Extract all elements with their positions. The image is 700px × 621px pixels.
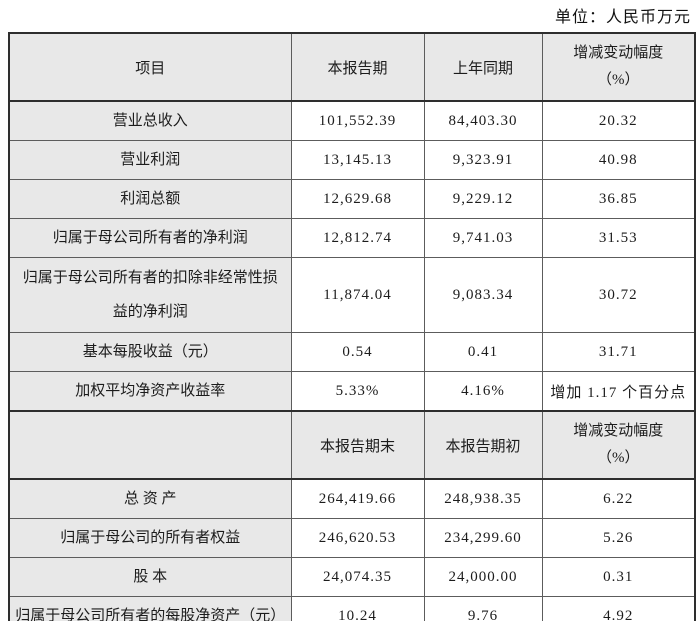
row-label: 总 资 产 [8,478,292,519]
header-current-period: 本报告期 [290,32,425,102]
table-row: 总 资 产 264,419.66 248,938.35 6.22 [8,478,696,519]
header-prior-period: 上年同期 [423,32,543,102]
current-period-value: 5.33% [290,371,425,412]
period-end-value: 10.24 [290,596,425,621]
current-period-value: 12,812.74 [290,218,425,258]
unit-label: 单位：人民币万元 [554,9,691,26]
current-period-value: 101,552.39 [290,100,425,141]
prior-period-value: 0.41 [423,332,543,372]
financial-summary-table: 项目 本报告期 上年同期 增减变动幅度 （%） 营业总收入 101,552.39… [8,32,696,621]
change-percent-value: 30.72 [541,257,696,333]
row-label: 归属于母公司所有者的扣除非经常性损 益的净利润 [8,257,292,333]
current-period-value: 13,145.13 [290,140,425,180]
table-row: 归属于母公司所有者的净利润 12,812.74 9,741.03 31.53 [8,218,696,258]
period-header-row: 项目 本报告期 上年同期 增减变动幅度 （%） [8,32,696,102]
table-row: 加权平均净资产收益率 5.33% 4.16% 增加 1.17 个百分点 [8,371,696,412]
prior-period-value: 4.16% [423,371,543,412]
change-percent-value: 5.26 [541,518,696,558]
period-end-value: 246,620.53 [290,518,425,558]
table-row: 归属于母公司的所有者权益 246,620.53 234,299.60 5.26 [8,518,696,558]
table-row: 营业利润 13,145.13 9,323.91 40.98 [8,140,696,180]
period-end-value: 264,419.66 [290,478,425,519]
prior-period-value: 9,741.03 [423,218,543,258]
prior-period-value: 9,323.91 [423,140,543,180]
prior-period-value: 9,229.12 [423,179,543,219]
header-change-line1: 增减变动幅度 [573,45,664,61]
period-start-value: 234,299.60 [423,518,543,558]
period-start-value: 248,938.35 [423,478,543,519]
change-percent-value: 4.92 [541,596,696,621]
header-change-percent: 增减变动幅度 （%） [541,410,696,480]
row-label: 归属于母公司所有者的每股净资产（元） [8,596,292,621]
row-label: 加权平均净资产收益率 [8,371,292,412]
change-percent-value: 40.98 [541,140,696,180]
change-percent-value: 36.85 [541,179,696,219]
row-label: 营业利润 [8,140,292,180]
change-percent-value: 31.71 [541,332,696,372]
prior-period-value: 9,083.34 [423,257,543,333]
prior-period-value: 84,403.30 [423,100,543,141]
row-label: 归属于母公司所有者的净利润 [8,218,292,258]
table-row: 营业总收入 101,552.39 84,403.30 20.32 [8,100,696,141]
header-period-end: 本报告期末 [290,410,425,480]
header-change-line1: 增减变动幅度 [573,423,664,439]
change-percent-value: 0.31 [541,557,696,597]
row-label: 股 本 [8,557,292,597]
table-row: 利润总额 12,629.68 9,229.12 36.85 [8,179,696,219]
period-end-value: 24,074.35 [290,557,425,597]
change-percent-value: 20.32 [541,100,696,141]
period-start-value: 24,000.00 [423,557,543,597]
row-label: 利润总额 [8,179,292,219]
balance-header-row: 本报告期末 本报告期初 增减变动幅度 （%） [8,410,696,480]
current-period-value: 0.54 [290,332,425,372]
current-period-value: 11,874.04 [290,257,425,333]
change-percent-value: 31.53 [541,218,696,258]
header-change-line2: （%） [597,72,640,88]
table-row: 股 本 24,074.35 24,000.00 0.31 [8,557,696,597]
table-row: 归属于母公司所有者的每股净资产（元） 10.24 9.76 4.92 [8,596,696,621]
header-item: 项目 [8,32,292,102]
header-change-percent: 增减变动幅度 （%） [541,32,696,102]
table-row: 归属于母公司所有者的扣除非经常性损 益的净利润 11,874.04 9,083.… [8,257,696,333]
change-percent-value: 6.22 [541,478,696,519]
header-item-blank [8,410,292,480]
header-period-start: 本报告期初 [423,410,543,480]
header-change-line2: （%） [597,450,640,466]
period-start-value: 9.76 [423,596,543,621]
row-label: 营业总收入 [8,100,292,141]
current-period-value: 12,629.68 [290,179,425,219]
change-percent-value: 增加 1.17 个百分点 [541,371,696,412]
table-row: 基本每股收益（元） 0.54 0.41 31.71 [8,332,696,372]
row-label: 基本每股收益（元） [8,332,292,372]
row-label: 归属于母公司的所有者权益 [8,518,292,558]
